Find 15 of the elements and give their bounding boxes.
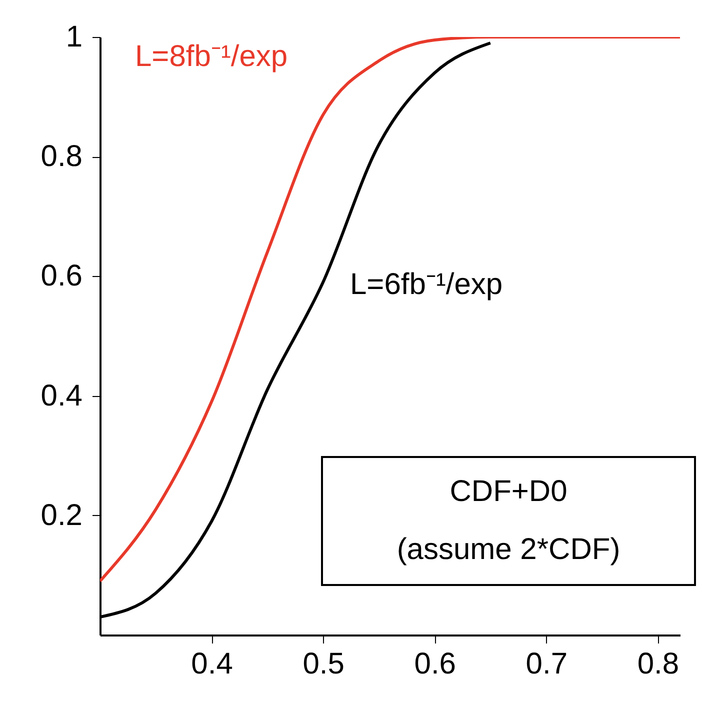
x-tick-label: 0.5 xyxy=(302,648,344,680)
x-tick-label: 0.8 xyxy=(637,648,680,680)
x-tick-label: 0.7 xyxy=(526,648,568,680)
annotation: CDF+D0 xyxy=(450,475,568,508)
y-tick-label: 0.4 xyxy=(40,379,82,412)
y-tick-label: 0.6 xyxy=(40,260,82,293)
y-tick-label: 1 xyxy=(66,20,82,54)
series-label: L=8fb⁻¹/exp xyxy=(135,40,288,73)
y-tick-label: 0.8 xyxy=(40,140,82,174)
x-tick-label: 0.4 xyxy=(191,648,233,680)
annotation: (assume 2*CDF) xyxy=(396,533,620,566)
x-tick-label: 0.6 xyxy=(414,648,456,680)
y-tick-label: 0.2 xyxy=(40,498,82,532)
line-series xyxy=(100,37,680,583)
series-label: L=6fb⁻¹/exp xyxy=(350,268,503,301)
